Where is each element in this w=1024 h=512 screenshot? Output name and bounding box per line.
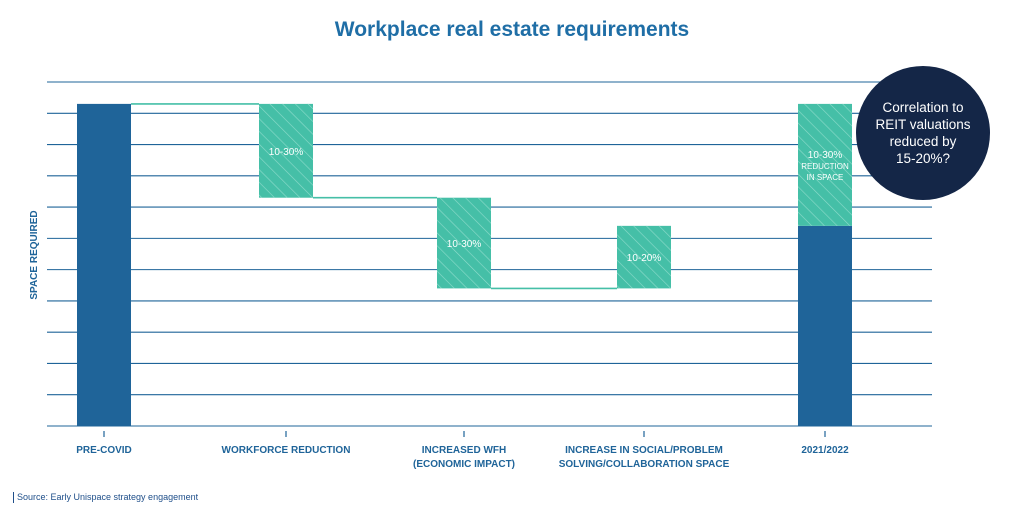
x-tick-label: PRE-COVID <box>76 445 132 456</box>
x-tick-label: INCREASE IN SOCIAL/PROBLEM <box>565 445 723 456</box>
data-label: 10-30% <box>447 239 482 250</box>
total-bar <box>798 225 852 426</box>
gridlines <box>47 81 932 427</box>
x-tick-label: 2021/2022 <box>801 445 849 456</box>
change-bar-hatch <box>798 103 852 226</box>
x-tick-label: INCREASED WFH <box>422 445 506 456</box>
callout-line: Correlation to <box>882 100 964 115</box>
x-axis: PRE-COVID WORKFORCE REDUCTION INCREASED WF… <box>76 431 849 470</box>
callout-line: 15-20%? <box>895 151 951 166</box>
callout-line: reduced by <box>889 134 957 149</box>
connector-lines <box>131 103 617 290</box>
change-bar-hatch <box>617 225 671 289</box>
reit-callout: Correlation to REIT valuations reduced by 1… <box>856 66 990 200</box>
change-bar-hatch <box>259 103 313 198</box>
source-note: Source: Early Unispace strategy engageme… <box>13 492 198 503</box>
data-label: 10-30% <box>808 150 843 161</box>
callout-text: Correlation to REIT valuations reduced by 1… <box>871 99 975 167</box>
bars <box>77 103 852 427</box>
chart-title: Workplace real estate requirements <box>334 18 690 41</box>
x-tick-label: WORKFORCE REDUCTION <box>222 445 351 456</box>
x-tick-label: (ECONOMIC IMPACT) <box>413 459 515 470</box>
data-label: 10-20% <box>627 253 662 264</box>
y-axis-label: SPACE REQUIRED <box>29 210 40 299</box>
data-label: IN SPACE <box>807 173 844 182</box>
data-label: 10-30% <box>269 147 304 158</box>
change-bar-hatch <box>437 197 491 289</box>
x-tick-label: SOLVING/COLLABORATION SPACE <box>559 459 730 470</box>
total-bar <box>77 103 131 427</box>
callout-line: REIT valuations <box>875 117 971 132</box>
data-label: REDUCTION <box>801 162 849 171</box>
